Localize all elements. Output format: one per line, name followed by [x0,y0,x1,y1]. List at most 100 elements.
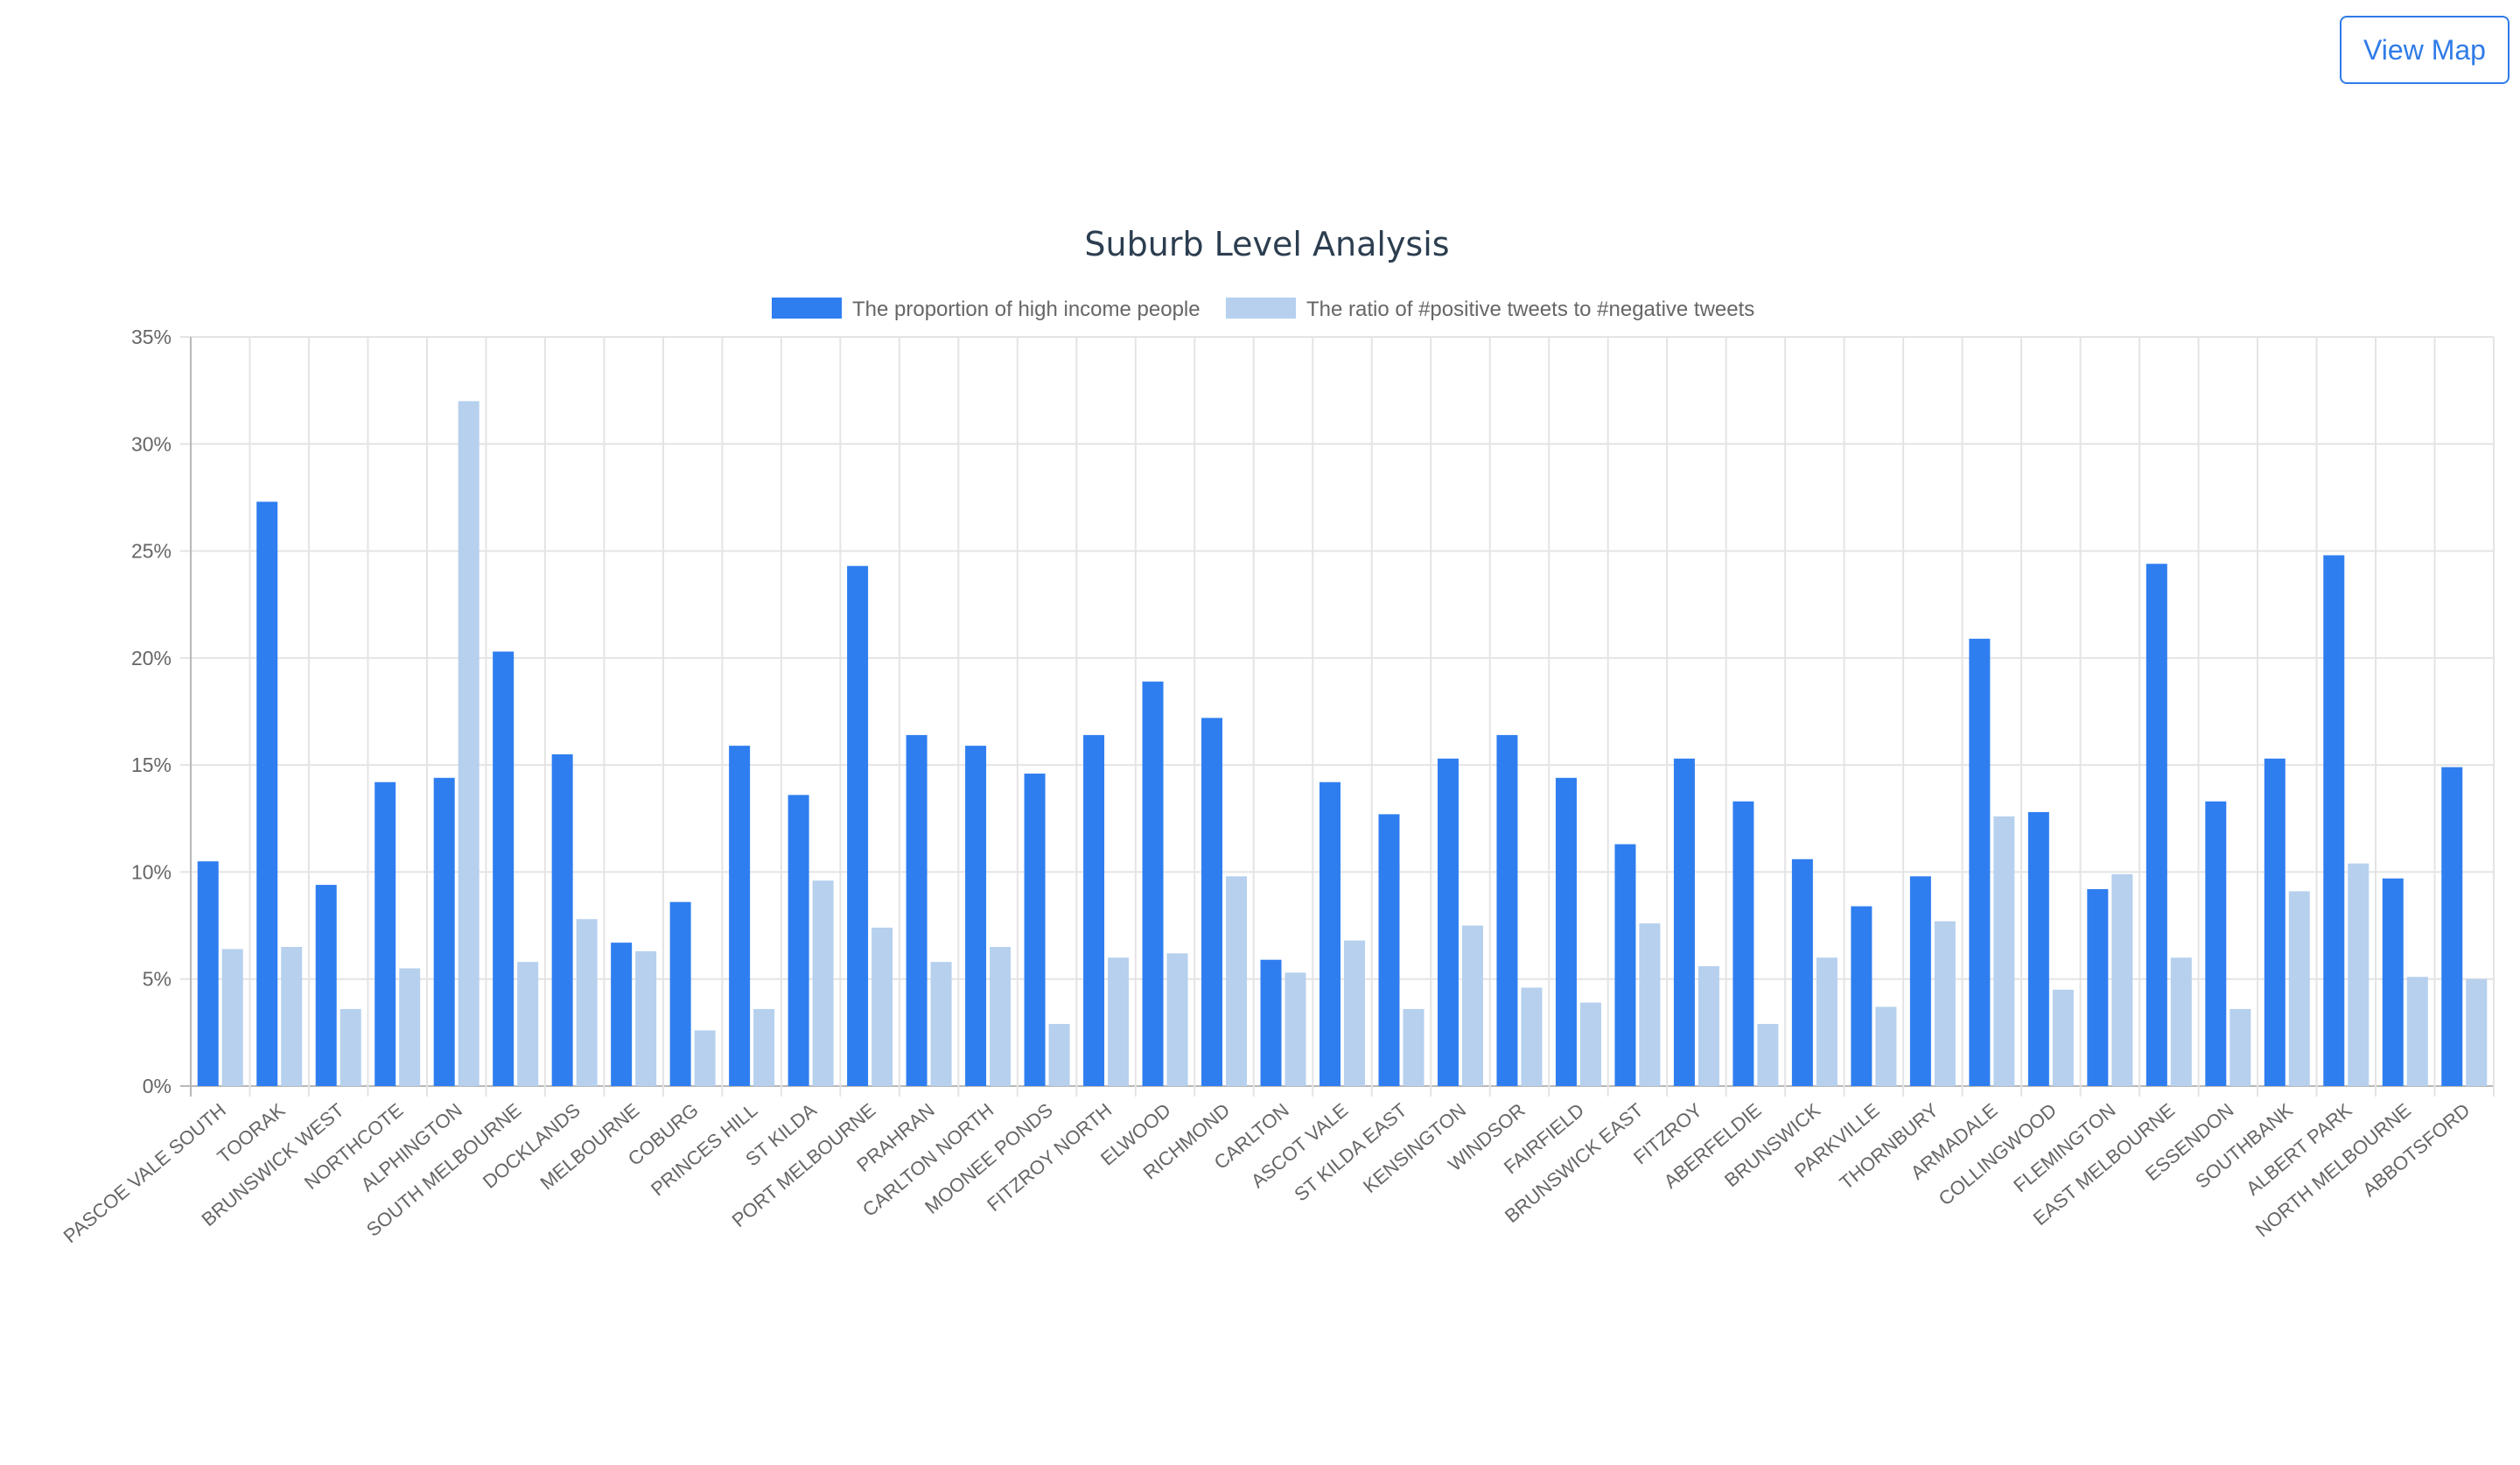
bar-high-income-albert-park [2323,555,2345,1086]
bar-high-income-fitzroy [1673,758,1695,1086]
chart-legend: The proportion of high income people The… [772,298,1754,321]
bar-high-income-melbourne [611,943,633,1086]
bar-tweet-ratio-melbourne [635,950,657,1086]
bar-tweet-ratio-toorak [281,947,303,1086]
bar-tweet-ratio-flemington [2111,873,2133,1086]
bar-high-income-east-melbourne [2146,564,2167,1086]
bar-tweet-ratio-ascot-vale [1344,940,1365,1086]
bar-tweet-ratio-thornbury [1934,921,1956,1086]
bar-high-income-aberfeldie [1732,801,1754,1086]
bar-high-income-princes-hill [729,746,751,1086]
y-tick-label: 25% [131,540,172,563]
bar-high-income-ascot-vale [1320,782,1340,1086]
bar-tweet-ratio-fitzroy-north [1108,957,1130,1086]
bar-high-income-carlton [1260,959,1282,1086]
bar-tweet-ratio-parkville [1875,1006,1897,1086]
x-tick-label: PASCOE VALE SOUTH [60,1099,230,1248]
bar-tweet-ratio-port-melbourne [872,928,893,1086]
bar-tweet-ratio-prahran [930,962,952,1086]
bar-tweet-ratio-moonee-ponds [1048,1024,1070,1086]
bar-high-income-elwood [1142,681,1164,1086]
bar-high-income-fairfield [1555,777,1577,1086]
view-map-button[interactable]: View Map [2340,16,2510,84]
y-tick-label: 15% [131,754,172,776]
bar-high-income-st-kilda [788,795,809,1086]
bar-tweet-ratio-albert-park [2348,863,2370,1086]
bar-high-income-coburg [669,901,691,1086]
bar-tweet-ratio-south-melbourne [517,962,539,1086]
legend-label-tweet-ratio: The ratio of #positive tweets to #negati… [1306,298,1754,321]
bar-high-income-toorak [256,501,278,1086]
bar-high-income-south-melbourne [493,651,514,1086]
bar-high-income-docklands [551,754,573,1086]
y-tick-label: 30% [131,432,172,455]
chart-grid [180,336,2495,1097]
bar-high-income-richmond [1201,718,1223,1086]
bar-tweet-ratio-fitzroy [1698,966,1719,1086]
x-tick-label: KENSINGTON [1359,1099,1470,1197]
bar-high-income-flemington [2087,888,2109,1086]
bar-tweet-ratio-carlton-north [990,947,1012,1086]
bar-tweet-ratio-coburg [694,1030,716,1086]
bar-high-income-port-melbourne [847,565,869,1086]
bar-high-income-southbank [2264,758,2286,1086]
x-tick-label: PRINCES HILL [647,1099,761,1201]
y-tick-label: 20% [131,647,172,669]
bar-high-income-fitzroy-north [1083,734,1105,1086]
bar-tweet-ratio-aberfeldie [1757,1024,1779,1086]
bar-tweet-ratio-north-melbourne [2406,977,2428,1086]
y-tick-label: 35% [131,326,172,348]
bar-tweet-ratio-windsor [1521,987,1543,1086]
x-tick-label: ABBOTSFORD [2358,1099,2474,1202]
bar-tweet-ratio-brunswick-west [340,1008,361,1086]
y-tick-label: 0% [143,1075,172,1097]
bar-high-income-north-melbourne [2382,878,2404,1086]
bar-tweet-ratio-alphington [458,401,480,1086]
bar-high-income-parkville [1851,906,1872,1086]
bar-high-income-armadale [1969,638,1991,1086]
bar-tweet-ratio-brunswick [1816,957,1838,1086]
bar-tweet-ratio-southbank [2288,891,2310,1086]
y-tick-label: 5% [143,968,172,991]
bar-tweet-ratio-st-kilda [812,880,834,1086]
legend-swatch-high-income [772,298,842,319]
chart-bars [197,401,2488,1086]
bar-tweet-ratio-collingwood [2052,989,2074,1086]
bar-tweet-ratio-kensington [1461,925,1483,1086]
chart-axes: 0%5%10%15%20%25%30%35%PASCOE VALE SOUTHT… [60,326,2474,1247]
bar-high-income-prahran [906,734,928,1086]
bar-high-income-moonee-ponds [1024,773,1046,1086]
bar-tweet-ratio-pascoe-vale-south [221,949,243,1086]
bar-tweet-ratio-northcote [399,968,421,1086]
bar-high-income-northcote [374,782,396,1086]
bar-high-income-brunswick-east [1614,844,1636,1086]
bar-high-income-st-kilda-east [1378,814,1400,1086]
bar-tweet-ratio-docklands [576,919,598,1086]
legend-swatch-tweet-ratio [1226,298,1296,319]
bar-tweet-ratio-princes-hill [753,1008,775,1086]
x-tick-label: ALPHINGTON [357,1099,466,1196]
bar-tweet-ratio-abbotsford [2466,978,2488,1086]
bar-high-income-kensington [1437,758,1459,1086]
bar-high-income-collingwood [2027,811,2049,1086]
bar-tweet-ratio-brunswick-east [1639,923,1661,1086]
bar-high-income-brunswick [1791,859,1813,1086]
bar-tweet-ratio-st-kilda-east [1403,1008,1424,1086]
bar-high-income-windsor [1496,734,1518,1086]
bar-tweet-ratio-richmond [1226,876,1248,1086]
bar-high-income-abbotsford [2441,767,2463,1086]
bar-high-income-essendon [2205,801,2227,1086]
bar-high-income-carlton-north [965,746,987,1086]
bar-tweet-ratio-fairfield [1579,1002,1601,1086]
bar-tweet-ratio-east-melbourne [2170,957,2192,1086]
bar-high-income-thornbury [1909,876,1931,1086]
bar-tweet-ratio-elwood [1166,953,1188,1086]
chart-title: Suburb Level Analysis [1084,225,1449,263]
bar-high-income-alphington [433,777,455,1086]
y-tick-label: 10% [131,860,172,883]
bar-tweet-ratio-carlton [1284,972,1306,1086]
bar-high-income-pascoe-vale-south [197,861,219,1086]
legend-label-high-income: The proportion of high income people [852,298,1200,321]
bar-high-income-brunswick-west [315,885,337,1086]
